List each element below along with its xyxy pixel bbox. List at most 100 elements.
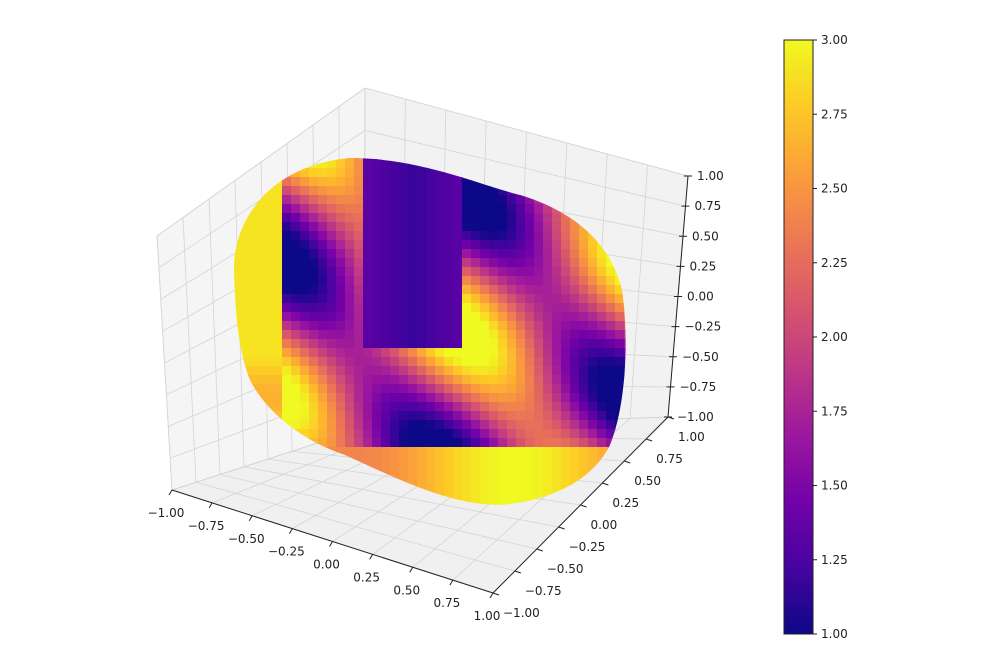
surface-cell [291,240,301,250]
surface-cell [426,168,436,178]
surface-cell [345,195,355,205]
surface-cell [336,366,346,376]
surface-cell [534,213,544,223]
surface-cell [498,276,508,286]
surface-cell [233,158,238,160]
surface-cell [453,249,463,259]
surface-cell [327,204,337,214]
surface-cell [318,249,328,259]
surface-cell [462,231,472,241]
surface-cell [255,231,265,241]
surface-cell [327,240,337,250]
surface-cell [435,303,445,313]
surface-cell [273,213,283,223]
surface-cell [390,159,400,169]
surface-cell [462,240,472,250]
surface-cell [354,267,364,277]
surface-cell [615,312,625,322]
surface-cell [399,303,409,313]
surface-cell [309,321,319,331]
surface-cell [246,303,256,313]
surface-cell [309,195,319,205]
surface-cell [444,411,454,421]
surface-cell [300,339,310,349]
surface-cell [507,447,517,457]
surface-cell [336,357,346,367]
surface-cell [273,366,283,376]
surface-cell [561,321,571,331]
z-tick-label: 1.00 [697,169,724,183]
surface-cell [507,303,517,313]
y-tick-label: 0.75 [656,452,683,466]
surface-cell [516,321,526,331]
surface-cell [381,321,391,331]
surface-cell [399,465,409,475]
surface-cell [417,483,427,493]
surface-cell [408,222,418,232]
surface-cell [381,159,391,169]
surface-cell [570,258,580,268]
surface-cell [390,168,400,178]
surface-cell [237,258,247,268]
surface-cell [480,402,490,412]
surface-cell [399,258,409,268]
surface-cell [246,312,256,322]
surface-cell [363,357,373,367]
surface-cell [525,411,535,421]
surface-cell [417,375,427,385]
surface-cell [597,393,607,403]
surface-cell [417,330,427,340]
surface-cell [453,339,463,349]
surface-cell [525,312,535,322]
surface-cell [516,204,526,214]
surface-cell [462,402,472,412]
colorbar-tick-label: 1.25 [821,553,848,567]
surface-cell [516,483,526,493]
surface-cell [516,429,526,439]
surface-cell [327,294,337,304]
surface-cell [525,303,535,313]
surface-cell [480,492,490,502]
surface-cell [552,429,562,439]
surface-cell [327,330,337,340]
surface-cell [471,285,481,295]
surface-cell [237,294,247,304]
y-tick-label: −0.75 [525,584,562,598]
surface-cell [255,321,265,331]
surface-cell [489,366,499,376]
surface-cell [480,483,490,493]
surface-cell [417,438,427,448]
surface-cell [552,231,562,241]
surface-cell [561,420,571,430]
surface-cell [363,276,373,286]
surface-cell [273,312,283,322]
surface-cell [372,402,382,412]
surface-cell [489,276,499,286]
surface-cell [309,267,319,277]
surface-cell [462,492,472,502]
surface-cell [570,402,580,412]
surface-cell [561,402,571,412]
surface-cell [318,357,328,367]
surface-cell [408,357,418,367]
surface-cell [363,294,373,304]
surface-cell [408,267,418,277]
surface-cell [444,366,454,376]
surface-cell [507,348,517,358]
surface-cell [579,231,589,241]
surface-cell [435,393,445,403]
surface-cell [255,384,265,394]
surface-cell [327,384,337,394]
surface-cell [399,447,409,457]
surface-cell [345,411,355,421]
x-tick-mark [369,554,374,560]
surface-cell [444,384,454,394]
surface-cell [300,330,310,340]
x-tick-label: 0.75 [434,596,461,610]
surface-cell [471,222,481,232]
surface-cell [336,285,346,295]
surface-cell [444,231,454,241]
surface-cell [291,249,301,259]
surface-cell [273,231,283,241]
surface-cell [354,159,364,169]
